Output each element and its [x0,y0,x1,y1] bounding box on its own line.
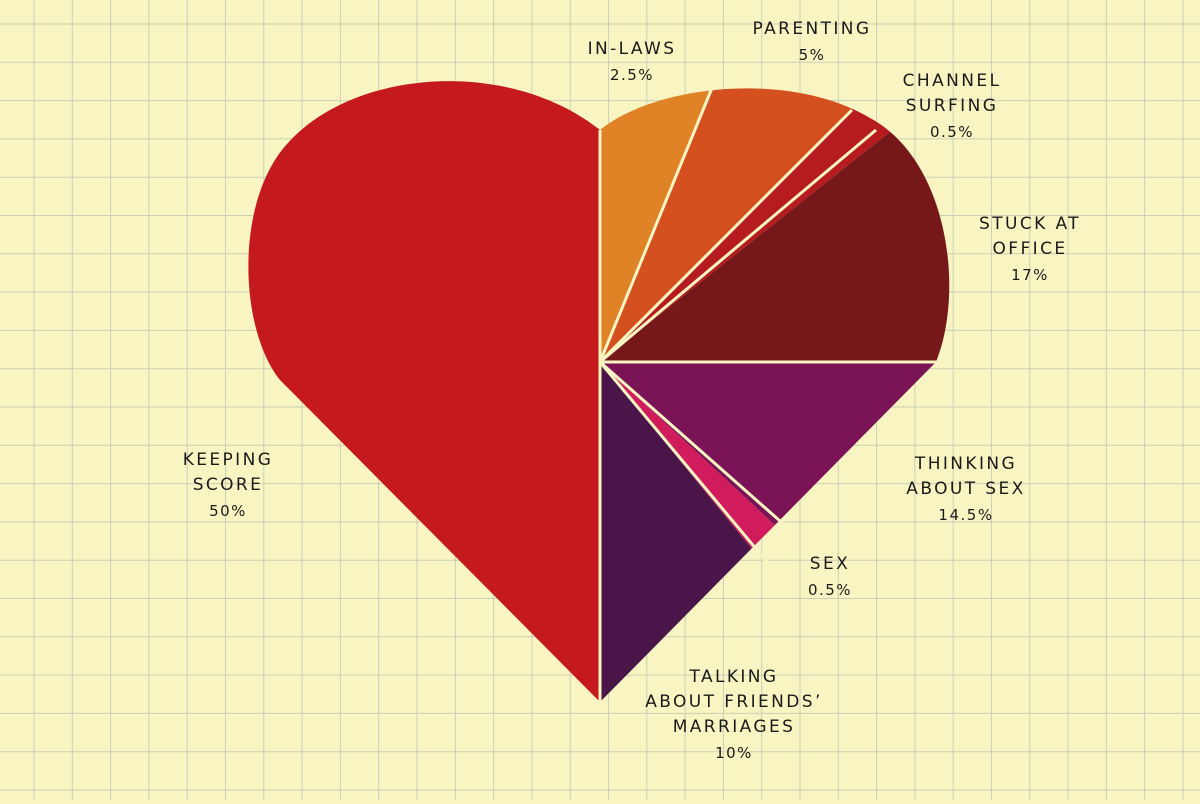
slice-value-label: 10% [715,744,753,762]
slice-label: ABOUT FRIENDS’ [645,692,823,712]
slice-value-label: 14.5% [938,506,993,524]
slice-value-label: 5% [799,46,826,64]
slice-value-label: 17% [1011,266,1049,284]
label-channel-surfing: CHANNEL SURFING 0.5% [903,71,1002,141]
label-parenting: PARENTING 5% [753,19,872,64]
label-thinking-about-sex: THINKING ABOUT SEX 14.5% [906,454,1025,524]
slice-label: CHANNEL [903,71,1002,91]
divider-line [599,128,877,364]
label-talking-about-friends-marriages: TALKING ABOUT FRIENDS’ MARRIAGES 10% [645,667,823,762]
slice-label: KEEPING [183,450,274,470]
slice-label: SCORE [193,475,264,495]
slice-dividers [598,87,938,702]
label-stuck-at-office: STUCK AT OFFICE 17% [979,214,1081,284]
slice-value-label: 0.5% [930,123,974,141]
divider-line [598,108,854,364]
slice-label: ABOUT SEX [906,479,1025,499]
divider-line [599,360,798,538]
slice-parenting [600,81,900,362]
slice-label: SEX [810,554,850,574]
slice-labels: KEEPING SCORE 50% IN-LAWS 2.5% PARENTING 5% CHA… [183,19,1081,762]
heart-body [248,81,950,703]
slice-channel-surfing [600,81,930,362]
slice-value-label: 50% [209,502,247,520]
slice-value-label: 0.5% [808,581,852,599]
label-keeping-score: KEEPING SCORE 50% [183,450,274,520]
heart-slices [248,81,950,703]
divider-line [598,361,769,563]
slice-value-label: 2.5% [610,66,654,84]
slice-label: THINKING [914,454,1017,474]
slice-keeping-score [248,81,600,703]
divider-line [598,87,714,363]
label-sex: SEX 0.5% [808,554,852,599]
slice-label: MARRIAGES [673,717,796,737]
slice-label: SURFING [906,96,999,116]
slice-label: STUCK AT [979,214,1081,234]
slice-label: IN-LAWS [588,39,677,59]
slice-label: TALKING [688,667,778,687]
slice-label: PARENTING [753,19,872,39]
label-in-laws: IN-LAWS 2.5% [588,39,677,84]
slice-label: OFFICE [993,239,1068,259]
slice-sex [600,362,812,586]
